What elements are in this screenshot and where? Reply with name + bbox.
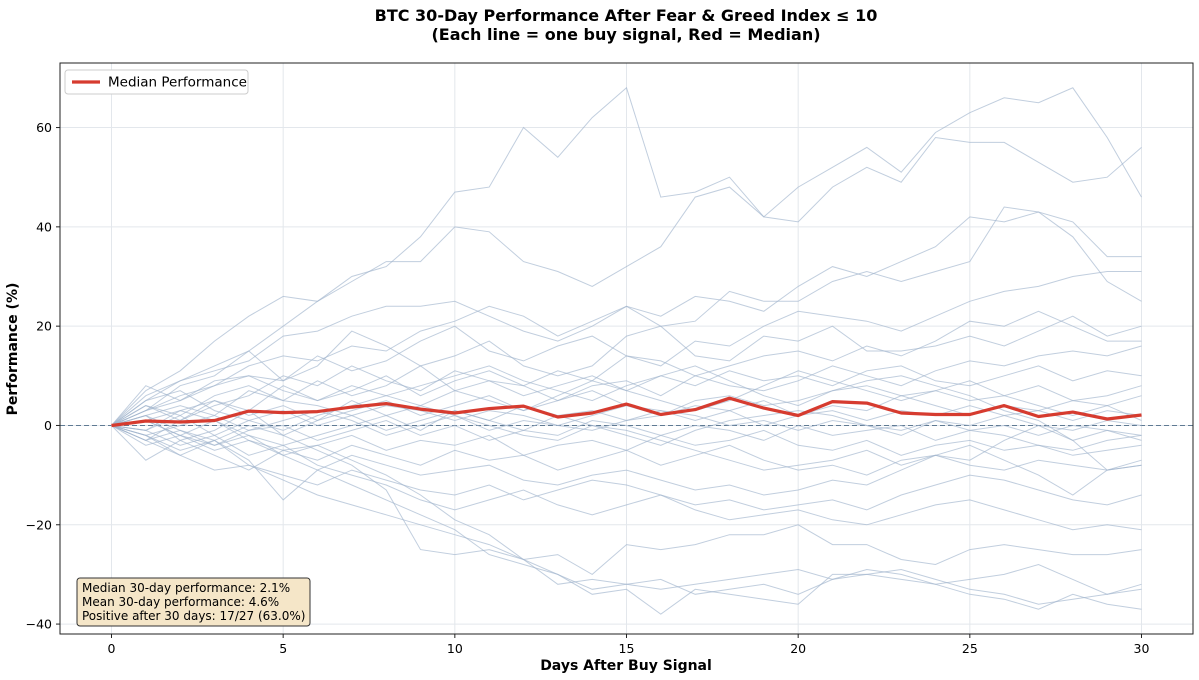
legend-median-label: Median Performance [108,75,247,91]
y-axis-label: Performance (%) [5,283,21,416]
y-tick-label: −20 [26,517,52,532]
signal-line-27 [111,370,1142,426]
signal-line-17 [111,425,1142,501]
y-tick-label: 20 [36,319,52,334]
signal-line-7 [111,310,1142,441]
median-performance-line [111,396,1142,428]
x-tick-label: 15 [619,641,635,656]
signal-line-25 [111,405,1142,471]
signal-line-22 [111,425,1142,615]
signal-line-1 [111,86,1142,426]
y-tick-label: 60 [36,120,52,135]
x-tick-label: 30 [1134,641,1150,656]
signal-lines [111,86,1142,615]
plot-area [59,62,1194,635]
signal-line-23 [111,425,1142,610]
x-axis-label: Days After Buy Signal [540,658,712,674]
stats-box: Median 30-day performance: 2.1% Mean 30-… [76,577,311,627]
x-tick-label: 10 [447,641,463,656]
stats-median-text: Median 30-day performance: 2.1% [82,581,290,595]
signal-line-2 [111,87,1142,426]
stats-box-background [76,577,311,627]
signal-line-13 [111,410,1142,436]
signal-line-18 [111,425,1142,511]
chart-subtitle: (Each line = one buy signal, Red = Media… [431,25,820,44]
y-axis-ticks: −40 −20 0 20 40 60 [26,120,60,632]
legend-box [64,69,249,95]
x-tick-label: 25 [962,641,978,656]
signal-line-20 [111,414,1142,576]
x-tick-label: 0 [108,641,116,656]
y-tick-label: 40 [36,219,52,234]
signal-line-6 [111,315,1142,426]
chart-title: BTC 30-Day Performance After Fear & Gree… [375,6,878,25]
stats-positive-text: Positive after 30 days: 17/27 (63.0%) [82,609,305,623]
signal-line-26 [111,365,1142,441]
y-tick-label: 0 [44,418,52,433]
signal-line-24 [111,385,1142,451]
x-tick-label: 20 [790,641,806,656]
x-axis-ticks: 0 5 10 15 20 25 30 [108,634,1150,656]
y-tick-label: −40 [26,617,52,632]
legend: Median Performance [64,69,249,95]
x-tick-label: 5 [279,641,287,656]
signal-line-4 [111,206,1142,426]
stats-mean-text: Mean 30-day performance: 4.6% [82,595,279,609]
signal-line-8 [111,345,1142,426]
